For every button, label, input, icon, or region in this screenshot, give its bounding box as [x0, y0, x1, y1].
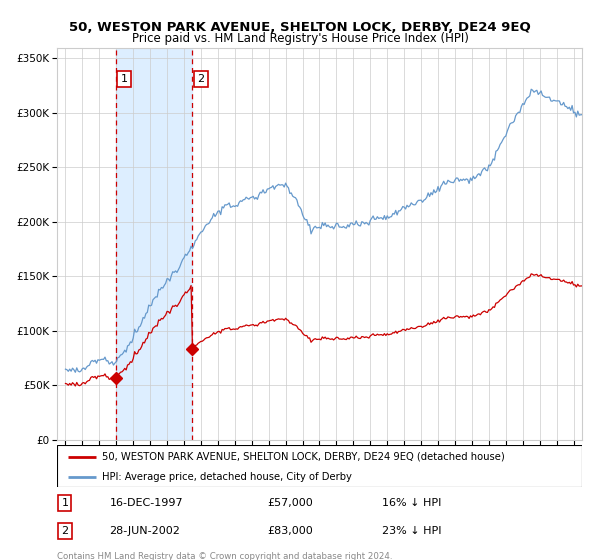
Text: 1: 1	[61, 498, 68, 508]
Text: 2: 2	[197, 74, 205, 84]
FancyBboxPatch shape	[57, 445, 582, 487]
Text: 1: 1	[121, 74, 128, 84]
Text: £83,000: £83,000	[267, 526, 313, 536]
Text: 28-JUN-2002: 28-JUN-2002	[110, 526, 181, 536]
Text: 23% ↓ HPI: 23% ↓ HPI	[383, 526, 442, 536]
Text: Price paid vs. HM Land Registry's House Price Index (HPI): Price paid vs. HM Land Registry's House …	[131, 32, 469, 45]
Text: 2: 2	[61, 526, 68, 536]
Text: 50, WESTON PARK AVENUE, SHELTON LOCK, DERBY, DE24 9EQ (detached house): 50, WESTON PARK AVENUE, SHELTON LOCK, DE…	[101, 452, 505, 462]
Text: HPI: Average price, detached house, City of Derby: HPI: Average price, detached house, City…	[101, 472, 352, 482]
Text: 16% ↓ HPI: 16% ↓ HPI	[383, 498, 442, 508]
Text: 16-DEC-1997: 16-DEC-1997	[110, 498, 183, 508]
Bar	[116, 48, 193, 440]
Text: 50, WESTON PARK AVENUE, SHELTON LOCK, DERBY, DE24 9EQ: 50, WESTON PARK AVENUE, SHELTON LOCK, DE…	[69, 21, 531, 34]
Text: £57,000: £57,000	[267, 498, 313, 508]
Text: Contains HM Land Registry data © Crown copyright and database right 2024.
This d: Contains HM Land Registry data © Crown c…	[57, 552, 392, 560]
